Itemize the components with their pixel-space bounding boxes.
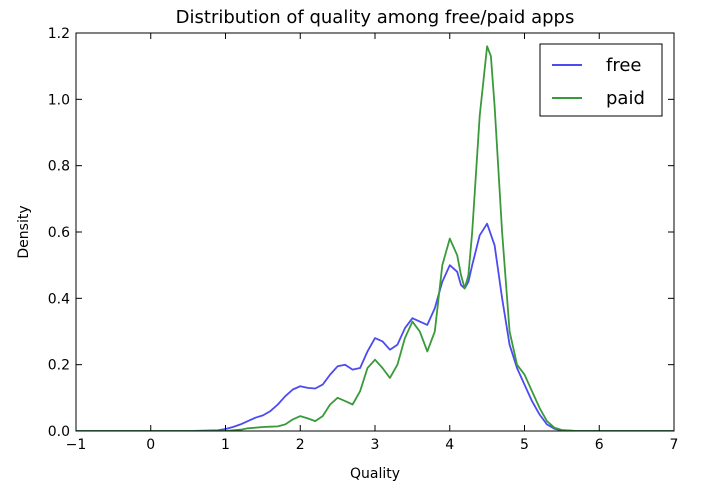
y-tick-label: 1.2 bbox=[48, 26, 70, 42]
y-tick-label: 1.0 bbox=[48, 92, 70, 108]
legend: free paid bbox=[539, 43, 663, 117]
legend-box bbox=[539, 43, 663, 117]
y-tick-label: 0.2 bbox=[48, 358, 70, 374]
y-tick-label: 0.0 bbox=[48, 424, 70, 440]
y-axis-label: Density bbox=[16, 205, 32, 258]
x-tick-label: 7 bbox=[670, 437, 679, 453]
y-tick-label: 0.4 bbox=[48, 291, 70, 307]
y-tick-label: 0.8 bbox=[48, 159, 70, 175]
x-tick-label: 3 bbox=[371, 437, 380, 453]
y-tick-label: 0.6 bbox=[48, 225, 70, 241]
series-line-paid bbox=[76, 45, 674, 431]
x-tick-label: −1 bbox=[66, 437, 87, 453]
x-tick-label: 5 bbox=[520, 437, 529, 453]
chart-title: Distribution of quality among free/paid … bbox=[176, 7, 575, 28]
x-tick-label: 1 bbox=[221, 437, 230, 453]
x-axis-label: Quality bbox=[350, 466, 400, 482]
series-line-free bbox=[76, 222, 674, 431]
plot-area: −1 0 1 2 3 4 5 6 7 0.0 0.2 0.4 0.6 0.8 1.0 1.2 bbox=[48, 26, 679, 453]
legend-label-free: free bbox=[606, 55, 642, 76]
x-tick-label: 6 bbox=[595, 437, 604, 453]
x-tick-label: 0 bbox=[146, 437, 155, 453]
x-tick-label: 2 bbox=[296, 437, 305, 453]
legend-label-paid: paid bbox=[606, 88, 645, 109]
x-tick-label: 4 bbox=[445, 437, 454, 453]
